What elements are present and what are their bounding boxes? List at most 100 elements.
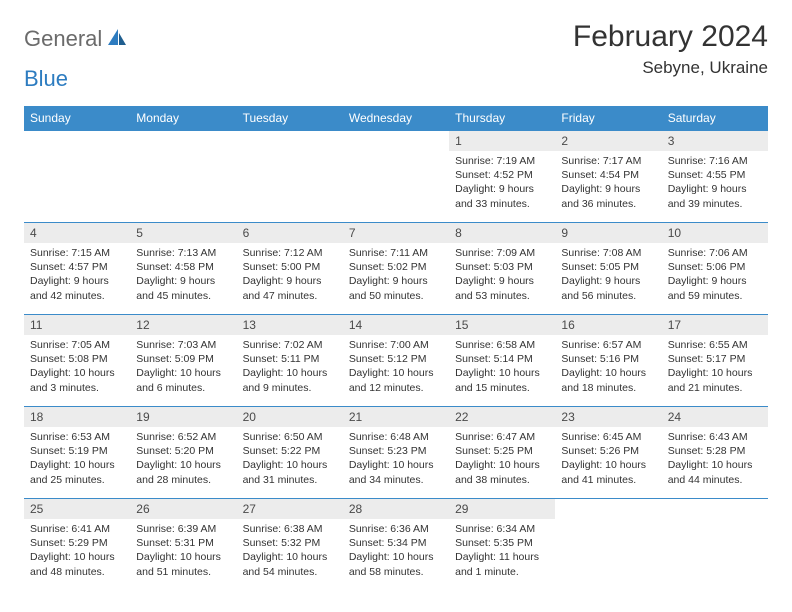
sunset-text: Sunset: 5:35 PM — [455, 536, 549, 550]
sunset-text: Sunset: 5:31 PM — [136, 536, 230, 550]
day-number: 19 — [130, 407, 236, 427]
day-header-wednesday: Wednesday — [343, 106, 449, 131]
daylight-text: Daylight: 10 hours and 25 minutes. — [30, 458, 124, 486]
day-number: 22 — [449, 407, 555, 427]
daylight-text: Daylight: 10 hours and 44 minutes. — [668, 458, 762, 486]
daylight-text: Daylight: 9 hours and 59 minutes. — [668, 274, 762, 302]
day-cell: .. — [237, 131, 343, 223]
daylight-text: Daylight: 10 hours and 58 minutes. — [349, 550, 443, 578]
sunrise-text: Sunrise: 6:34 AM — [455, 522, 549, 536]
day-details: Sunrise: 7:03 AMSunset: 5:09 PMDaylight:… — [130, 335, 236, 399]
daylight-text: Daylight: 9 hours and 39 minutes. — [668, 182, 762, 210]
daylight-text: Daylight: 10 hours and 31 minutes. — [243, 458, 337, 486]
day-number: 2 — [555, 131, 661, 151]
daylight-text: Daylight: 10 hours and 48 minutes. — [30, 550, 124, 578]
daylight-text: Daylight: 9 hours and 50 minutes. — [349, 274, 443, 302]
day-cell: 4Sunrise: 7:15 AMSunset: 4:57 PMDaylight… — [24, 223, 130, 315]
sunrise-text: Sunrise: 6:52 AM — [136, 430, 230, 444]
day-details: Sunrise: 7:11 AMSunset: 5:02 PMDaylight:… — [343, 243, 449, 307]
title-month: February 2024 — [573, 20, 768, 54]
day-details: Sunrise: 6:55 AMSunset: 5:17 PMDaylight:… — [662, 335, 768, 399]
sunrise-text: Sunrise: 6:50 AM — [243, 430, 337, 444]
day-header-thursday: Thursday — [449, 106, 555, 131]
daylight-text: Daylight: 9 hours and 42 minutes. — [30, 274, 124, 302]
sunrise-text: Sunrise: 7:05 AM — [30, 338, 124, 352]
day-header-tuesday: Tuesday — [237, 106, 343, 131]
day-cell: .. — [343, 131, 449, 223]
day-number: 26 — [130, 499, 236, 519]
day-details: Sunrise: 6:39 AMSunset: 5:31 PMDaylight:… — [130, 519, 236, 583]
day-cell: 13Sunrise: 7:02 AMSunset: 5:11 PMDayligh… — [237, 315, 343, 407]
daylight-text: Daylight: 10 hours and 41 minutes. — [561, 458, 655, 486]
sunset-text: Sunset: 5:32 PM — [243, 536, 337, 550]
day-cell: 25Sunrise: 6:41 AMSunset: 5:29 PMDayligh… — [24, 499, 130, 591]
day-number: 5 — [130, 223, 236, 243]
day-details: Sunrise: 6:41 AMSunset: 5:29 PMDaylight:… — [24, 519, 130, 583]
day-cell: 22Sunrise: 6:47 AMSunset: 5:25 PMDayligh… — [449, 407, 555, 499]
day-details: Sunrise: 6:43 AMSunset: 5:28 PMDaylight:… — [662, 427, 768, 491]
day-number: 24 — [662, 407, 768, 427]
title-location: Sebyne, Ukraine — [573, 58, 768, 78]
day-details: Sunrise: 6:36 AMSunset: 5:34 PMDaylight:… — [343, 519, 449, 583]
day-details: Sunrise: 6:50 AMSunset: 5:22 PMDaylight:… — [237, 427, 343, 491]
day-number: 21 — [343, 407, 449, 427]
day-cell: 1Sunrise: 7:19 AMSunset: 4:52 PMDaylight… — [449, 131, 555, 223]
sunrise-text: Sunrise: 7:19 AM — [455, 154, 549, 168]
day-cell: .. — [130, 131, 236, 223]
day-number: 4 — [24, 223, 130, 243]
title-block: February 2024 Sebyne, Ukraine — [573, 20, 768, 78]
day-number: 7 — [343, 223, 449, 243]
sunset-text: Sunset: 5:25 PM — [455, 444, 549, 458]
day-cell: 3Sunrise: 7:16 AMSunset: 4:55 PMDaylight… — [662, 131, 768, 223]
sunrise-text: Sunrise: 6:43 AM — [668, 430, 762, 444]
sunrise-text: Sunrise: 7:12 AM — [243, 246, 337, 260]
sunrise-text: Sunrise: 6:53 AM — [30, 430, 124, 444]
daylight-text: Daylight: 10 hours and 9 minutes. — [243, 366, 337, 394]
day-details: Sunrise: 6:34 AMSunset: 5:35 PMDaylight:… — [449, 519, 555, 583]
day-number: 8 — [449, 223, 555, 243]
daylight-text: Daylight: 10 hours and 18 minutes. — [561, 366, 655, 394]
sunrise-text: Sunrise: 7:11 AM — [349, 246, 443, 260]
day-cell: 28Sunrise: 6:36 AMSunset: 5:34 PMDayligh… — [343, 499, 449, 591]
day-details: Sunrise: 7:12 AMSunset: 5:00 PMDaylight:… — [237, 243, 343, 307]
day-number: 10 — [662, 223, 768, 243]
sunrise-text: Sunrise: 7:09 AM — [455, 246, 549, 260]
sunset-text: Sunset: 5:00 PM — [243, 260, 337, 274]
day-details: Sunrise: 6:45 AMSunset: 5:26 PMDaylight:… — [555, 427, 661, 491]
day-details: Sunrise: 7:05 AMSunset: 5:08 PMDaylight:… — [24, 335, 130, 399]
sunset-text: Sunset: 5:08 PM — [30, 352, 124, 366]
day-cell: 16Sunrise: 6:57 AMSunset: 5:16 PMDayligh… — [555, 315, 661, 407]
day-cell: 11Sunrise: 7:05 AMSunset: 5:08 PMDayligh… — [24, 315, 130, 407]
daylight-text: Daylight: 9 hours and 33 minutes. — [455, 182, 549, 210]
day-header-friday: Friday — [555, 106, 661, 131]
sunrise-text: Sunrise: 6:55 AM — [668, 338, 762, 352]
sunset-text: Sunset: 5:23 PM — [349, 444, 443, 458]
sunrise-text: Sunrise: 7:17 AM — [561, 154, 655, 168]
day-number: 17 — [662, 315, 768, 335]
sunset-text: Sunset: 5:12 PM — [349, 352, 443, 366]
day-details: Sunrise: 6:38 AMSunset: 5:32 PMDaylight:… — [237, 519, 343, 583]
day-cell: .. — [662, 499, 768, 591]
day-cell: .. — [24, 131, 130, 223]
daylight-text: Daylight: 10 hours and 12 minutes. — [349, 366, 443, 394]
sunrise-text: Sunrise: 7:02 AM — [243, 338, 337, 352]
day-cell: 5Sunrise: 7:13 AMSunset: 4:58 PMDaylight… — [130, 223, 236, 315]
sunset-text: Sunset: 4:58 PM — [136, 260, 230, 274]
week-row: 25Sunrise: 6:41 AMSunset: 5:29 PMDayligh… — [24, 499, 768, 591]
day-number: 14 — [343, 315, 449, 335]
sunrise-text: Sunrise: 6:47 AM — [455, 430, 549, 444]
sunset-text: Sunset: 5:16 PM — [561, 352, 655, 366]
day-number: 18 — [24, 407, 130, 427]
day-details: Sunrise: 6:48 AMSunset: 5:23 PMDaylight:… — [343, 427, 449, 491]
day-cell: 24Sunrise: 6:43 AMSunset: 5:28 PMDayligh… — [662, 407, 768, 499]
day-number: 15 — [449, 315, 555, 335]
day-number: 13 — [237, 315, 343, 335]
daylight-text: Daylight: 9 hours and 53 minutes. — [455, 274, 549, 302]
day-cell: 29Sunrise: 6:34 AMSunset: 5:35 PMDayligh… — [449, 499, 555, 591]
day-details: Sunrise: 6:53 AMSunset: 5:19 PMDaylight:… — [24, 427, 130, 491]
sunset-text: Sunset: 4:55 PM — [668, 168, 762, 182]
day-cell: 20Sunrise: 6:50 AMSunset: 5:22 PMDayligh… — [237, 407, 343, 499]
week-row: ........1Sunrise: 7:19 AMSunset: 4:52 PM… — [24, 131, 768, 223]
week-row: 18Sunrise: 6:53 AMSunset: 5:19 PMDayligh… — [24, 407, 768, 499]
day-number: 27 — [237, 499, 343, 519]
